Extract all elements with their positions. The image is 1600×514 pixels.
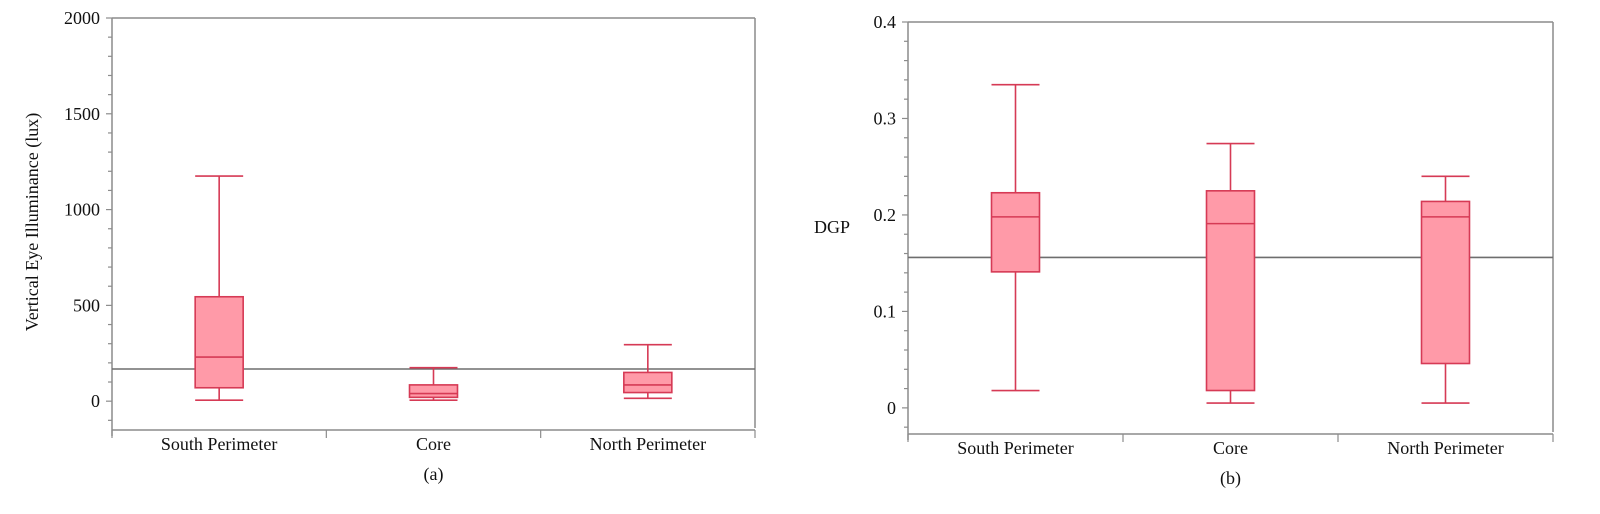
category-label: Core xyxy=(1213,438,1248,458)
category-label: South Perimeter xyxy=(957,438,1073,458)
box-north-perimeter xyxy=(623,343,673,400)
y-tick-label: 0.4 xyxy=(874,12,897,32)
category-label: North Perimeter xyxy=(590,434,706,454)
panel-label: (b) xyxy=(1220,468,1241,489)
iqr-box xyxy=(1420,200,1471,365)
y-tick-label: 500 xyxy=(73,295,100,315)
y-axis-title: DGP xyxy=(814,217,850,237)
iqr-box xyxy=(194,295,244,389)
y-tick-label: 0 xyxy=(91,391,100,411)
category-label: North Perimeter xyxy=(1387,438,1503,458)
y-tick-label: 0.1 xyxy=(874,301,897,321)
iqr-box xyxy=(1205,190,1256,392)
y-tick-label: 1000 xyxy=(64,200,100,220)
y-tick-label: 2000 xyxy=(64,8,100,28)
category-label: Core xyxy=(416,434,451,454)
box-north-perimeter xyxy=(1420,175,1471,404)
box-south-perimeter xyxy=(194,175,244,402)
y-tick-label: 0.3 xyxy=(874,108,897,128)
y-tick-label: 0 xyxy=(887,398,896,418)
iqr-box xyxy=(408,384,459,399)
panel-label: (a) xyxy=(424,464,444,485)
panel-a: 0 500 1000 1500 2000 Vertical Eye Illuminance… xyxy=(22,8,756,485)
y-tick-label: 1500 xyxy=(64,104,100,124)
category-label: South Perimeter xyxy=(161,434,277,454)
iqr-box xyxy=(990,191,1041,273)
box-core xyxy=(1205,142,1256,404)
box-core xyxy=(408,366,459,402)
box-south-perimeter xyxy=(990,83,1041,392)
panel-b: 0 0.1 0.2 0.3 0.4 DGP South Perimeter Core North… xyxy=(814,12,1554,489)
y-axis-title: Vertical Eye Illuminance (lux) xyxy=(22,113,43,331)
y-tick-label: 0.2 xyxy=(874,205,897,225)
iqr-box xyxy=(623,371,673,394)
